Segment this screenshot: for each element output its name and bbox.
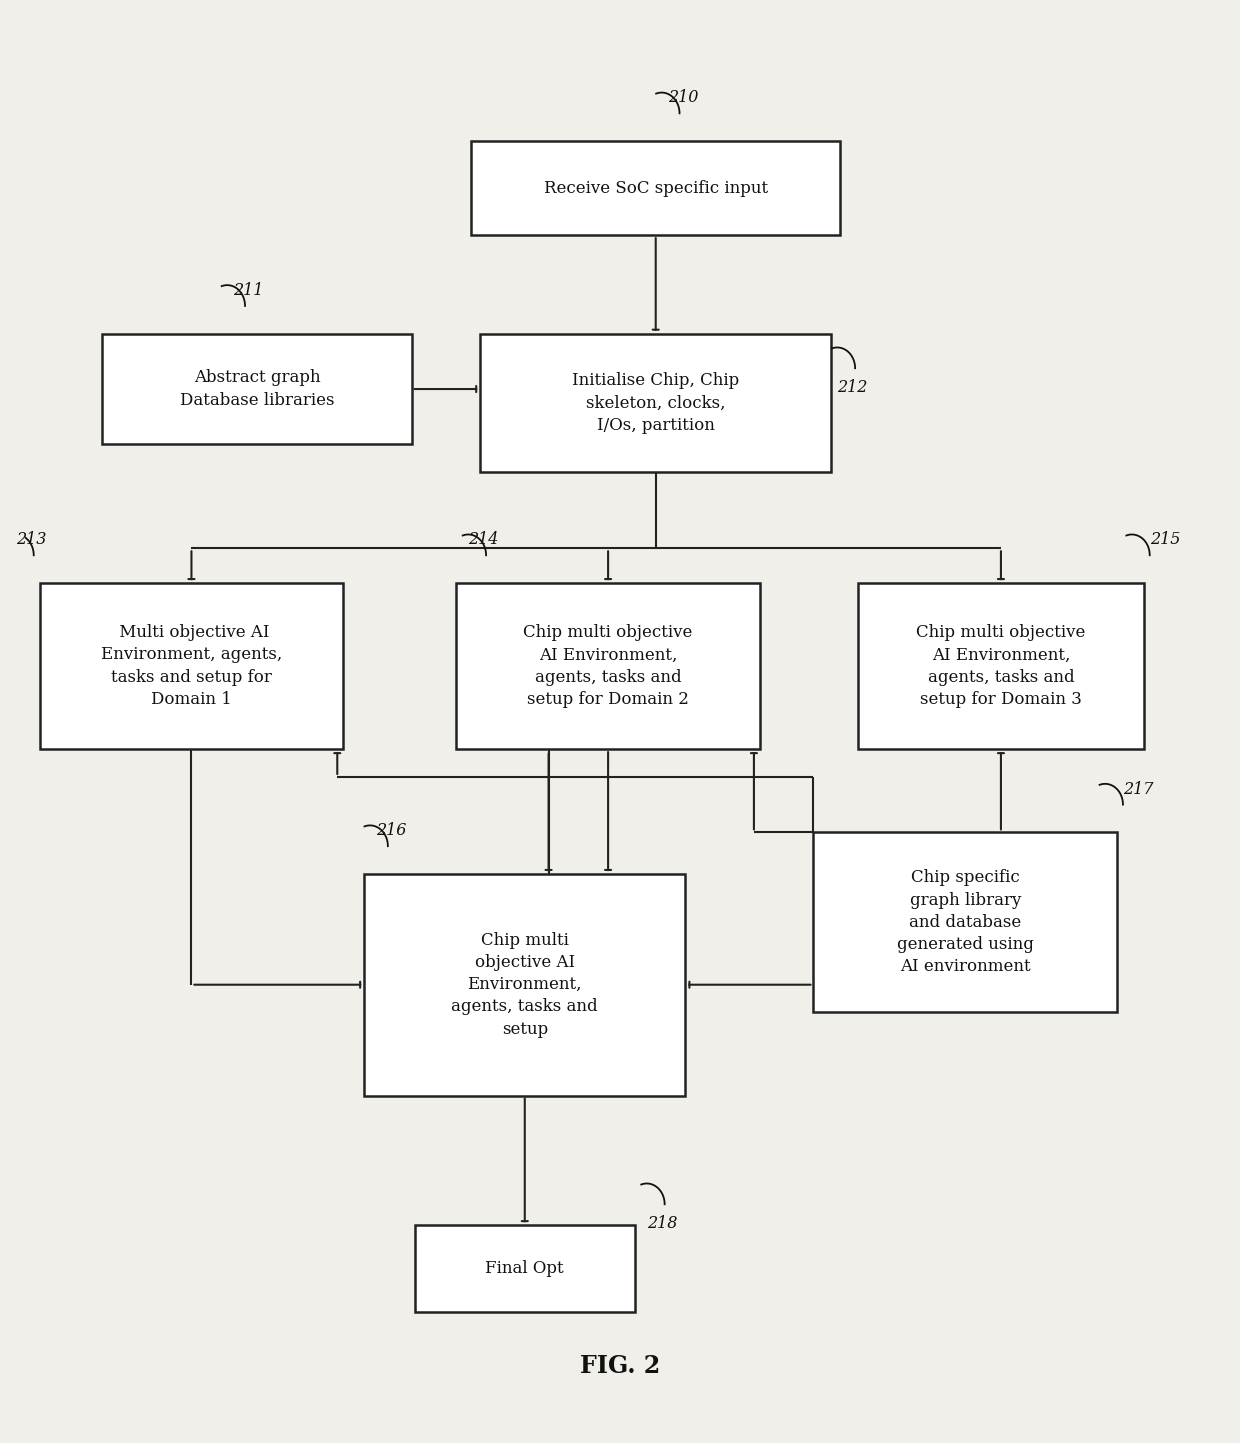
FancyBboxPatch shape [858, 583, 1143, 749]
Text: Multi objective AI
Environment, agents,
tasks and setup for
Domain 1: Multi objective AI Environment, agents, … [100, 625, 281, 709]
FancyBboxPatch shape [40, 583, 343, 749]
FancyBboxPatch shape [414, 1225, 635, 1312]
FancyBboxPatch shape [813, 833, 1117, 1013]
Text: Chip multi
objective AI
Environment,
agents, tasks and
setup: Chip multi objective AI Environment, age… [451, 932, 598, 1038]
Text: 211: 211 [233, 281, 263, 299]
FancyBboxPatch shape [480, 333, 831, 472]
Text: Chip specific
graph library
and database
generated using
AI environment: Chip specific graph library and database… [897, 870, 1034, 975]
Text: FIG. 2: FIG. 2 [580, 1354, 660, 1378]
FancyBboxPatch shape [365, 874, 686, 1095]
Text: 212: 212 [837, 380, 868, 395]
Text: Chip multi objective
AI Environment,
agents, tasks and
setup for Domain 3: Chip multi objective AI Environment, age… [916, 625, 1085, 709]
Text: 218: 218 [647, 1215, 677, 1232]
Text: Abstract graph
Database libraries: Abstract graph Database libraries [180, 369, 334, 408]
Text: 217: 217 [1123, 781, 1153, 798]
Text: 215: 215 [1149, 531, 1180, 548]
Text: 214: 214 [469, 531, 498, 548]
Text: Final Opt: Final Opt [485, 1260, 564, 1277]
Text: 216: 216 [376, 823, 407, 840]
Text: Chip multi objective
AI Environment,
agents, tasks and
setup for Domain 2: Chip multi objective AI Environment, age… [523, 625, 693, 709]
FancyBboxPatch shape [456, 583, 760, 749]
Text: Receive SoC specific input: Receive SoC specific input [543, 180, 768, 196]
Text: 213: 213 [16, 531, 46, 548]
FancyBboxPatch shape [471, 141, 841, 235]
FancyBboxPatch shape [102, 333, 412, 444]
Text: Initialise Chip, Chip
skeleton, clocks,
I/Os, partition: Initialise Chip, Chip skeleton, clocks, … [572, 372, 739, 433]
Text: 210: 210 [667, 89, 698, 107]
